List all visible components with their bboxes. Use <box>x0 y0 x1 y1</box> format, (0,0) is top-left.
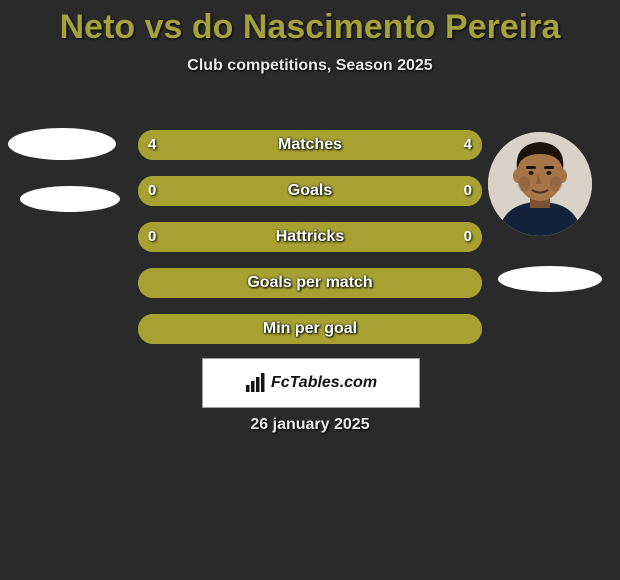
player-avatar-right <box>488 132 592 236</box>
date-line: 26 january 2025 <box>0 416 620 434</box>
page-subtitle: Club competitions, Season 2025 <box>0 57 620 75</box>
stat-bars: 44Matches 00Goals 00Hattricks Goals per mat… <box>138 130 482 360</box>
stat-row: Min per goal <box>138 314 482 344</box>
stat-label: Goals <box>138 176 482 206</box>
stat-row: 44Matches <box>138 130 482 160</box>
page-title: Neto vs do Nascimento Pereira <box>0 8 620 47</box>
placeholder-ellipse <box>498 266 602 292</box>
brand-box: FcTables.com <box>202 358 420 408</box>
placeholder-ellipse <box>8 128 116 160</box>
stat-label: Hattricks <box>138 222 482 252</box>
stat-label: Min per goal <box>138 314 482 344</box>
stat-row: 00Goals <box>138 176 482 206</box>
brand-bars-icon <box>245 373 265 393</box>
stat-label: Goals per match <box>138 268 482 298</box>
comparison-card: Neto vs do Nascimento Pereira Club compe… <box>0 8 620 580</box>
stat-row: 00Hattricks <box>138 222 482 252</box>
stat-label: Matches <box>138 130 482 160</box>
avatar-illustration <box>488 132 592 236</box>
placeholder-ellipse <box>20 186 120 212</box>
brand-text: FcTables.com <box>271 374 377 392</box>
stat-row: Goals per match <box>138 268 482 298</box>
